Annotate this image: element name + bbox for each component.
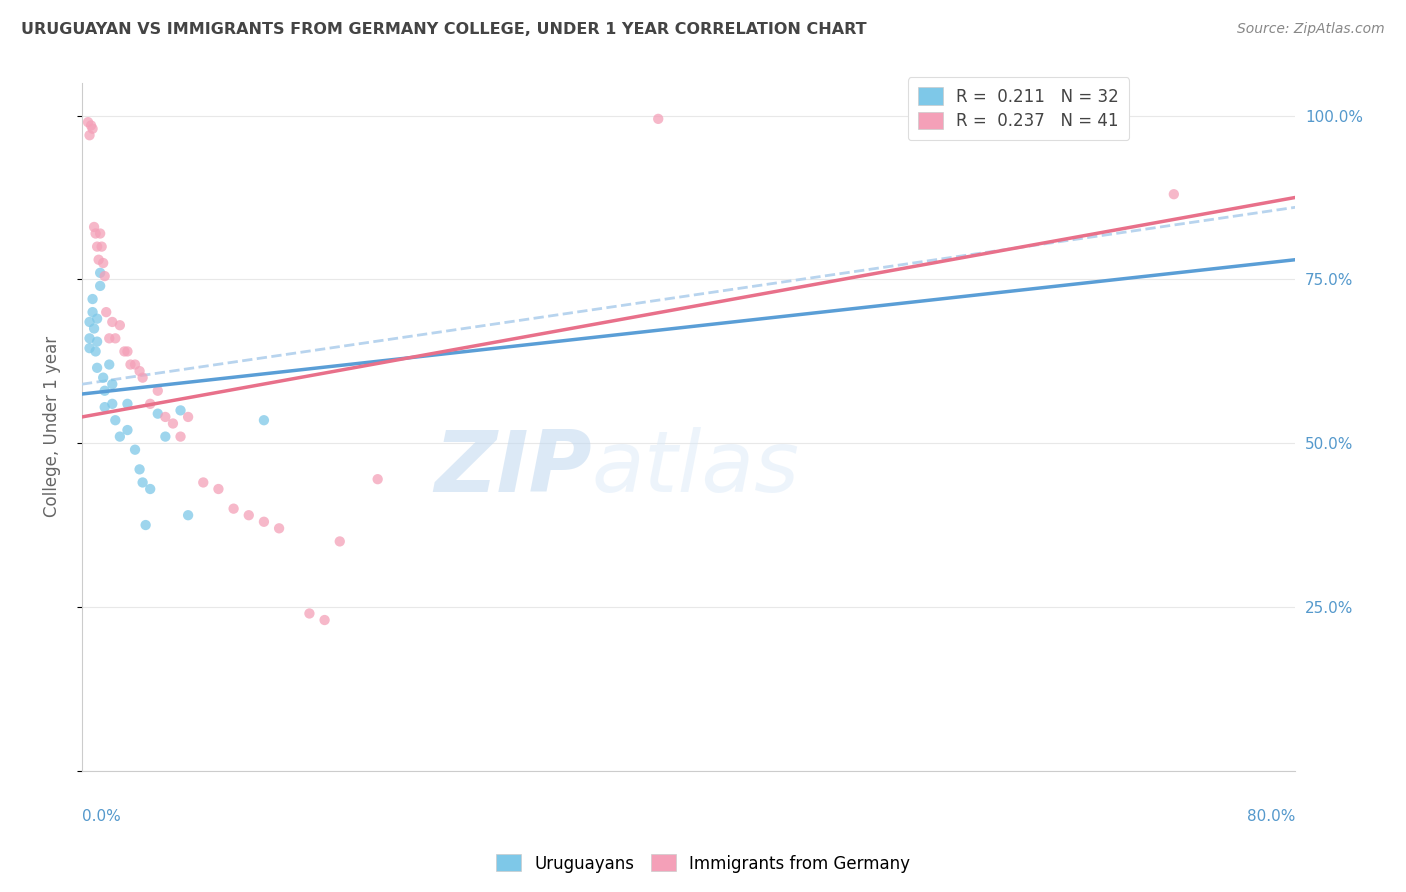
Point [93,384,115,398]
Point [135,518,157,533]
Point [77,115,100,129]
Legend: R =  0.211   N = 32, R =  0.237   N = 41: R = 0.211 N = 32, R = 0.237 N = 41 [908,78,1129,140]
Point [329,534,352,549]
Point [238,508,260,523]
Point [146,407,169,421]
Point [207,482,229,496]
Point [91,370,114,384]
Point [169,403,191,417]
Point [117,423,139,437]
Point [269,521,291,535]
Point [82,121,104,136]
Text: ZIP: ZIP [434,426,592,509]
Point [84,227,107,241]
Point [253,515,276,529]
Point [108,318,131,333]
Point [86,311,108,326]
Point [79,331,101,345]
Point [117,344,139,359]
Point [89,227,111,241]
Point [139,397,162,411]
Point [108,429,131,443]
Point [104,331,127,345]
Point [86,239,108,253]
Point [98,358,121,372]
Point [222,501,245,516]
Point [367,472,389,486]
Text: URUGUAYAN VS IMMIGRANTS FROM GERMANY COLLEGE, UNDER 1 YEAR CORRELATION CHART: URUGUAYAN VS IMMIGRANTS FROM GERMANY COL… [21,22,866,37]
Point [177,508,200,523]
Point [93,400,115,414]
Point [101,315,124,329]
Point [1163,187,1185,202]
Point [146,384,169,398]
Point [298,607,321,621]
Legend: Uruguayans, Immigrants from Germany: Uruguayans, Immigrants from Germany [489,847,917,880]
Point [128,364,150,378]
Point [155,429,177,443]
Point [86,334,108,349]
Point [253,413,276,427]
Point [82,292,104,306]
Point [139,482,162,496]
Point [83,321,105,335]
Point [162,417,184,431]
Point [79,341,101,355]
Point [91,256,114,270]
Point [120,358,142,372]
Point [314,613,336,627]
Point [96,305,118,319]
Point [86,360,108,375]
Point [117,397,139,411]
Point [89,266,111,280]
Point [98,331,121,345]
Point [124,358,146,372]
Point [131,370,153,384]
Point [93,269,115,284]
Point [90,239,112,253]
Text: atlas: atlas [592,426,800,509]
Point [83,219,105,234]
Point [101,377,124,392]
Point [169,429,191,443]
Y-axis label: College, Under 1 year: College, Under 1 year [44,336,60,517]
Text: 80.0%: 80.0% [1247,808,1295,823]
Point [193,475,215,490]
Text: Source: ZipAtlas.com: Source: ZipAtlas.com [1237,22,1385,37]
Point [131,475,153,490]
Point [647,112,669,126]
Point [79,315,101,329]
Point [89,279,111,293]
Point [80,119,103,133]
Point [112,344,135,359]
Point [101,397,124,411]
Text: 0.0%: 0.0% [82,808,121,823]
Point [79,128,101,143]
Point [82,305,104,319]
Point [84,344,107,359]
Point [128,462,150,476]
Point [124,442,146,457]
Point [155,409,177,424]
Point [104,413,127,427]
Point [87,252,110,267]
Point [177,409,200,424]
